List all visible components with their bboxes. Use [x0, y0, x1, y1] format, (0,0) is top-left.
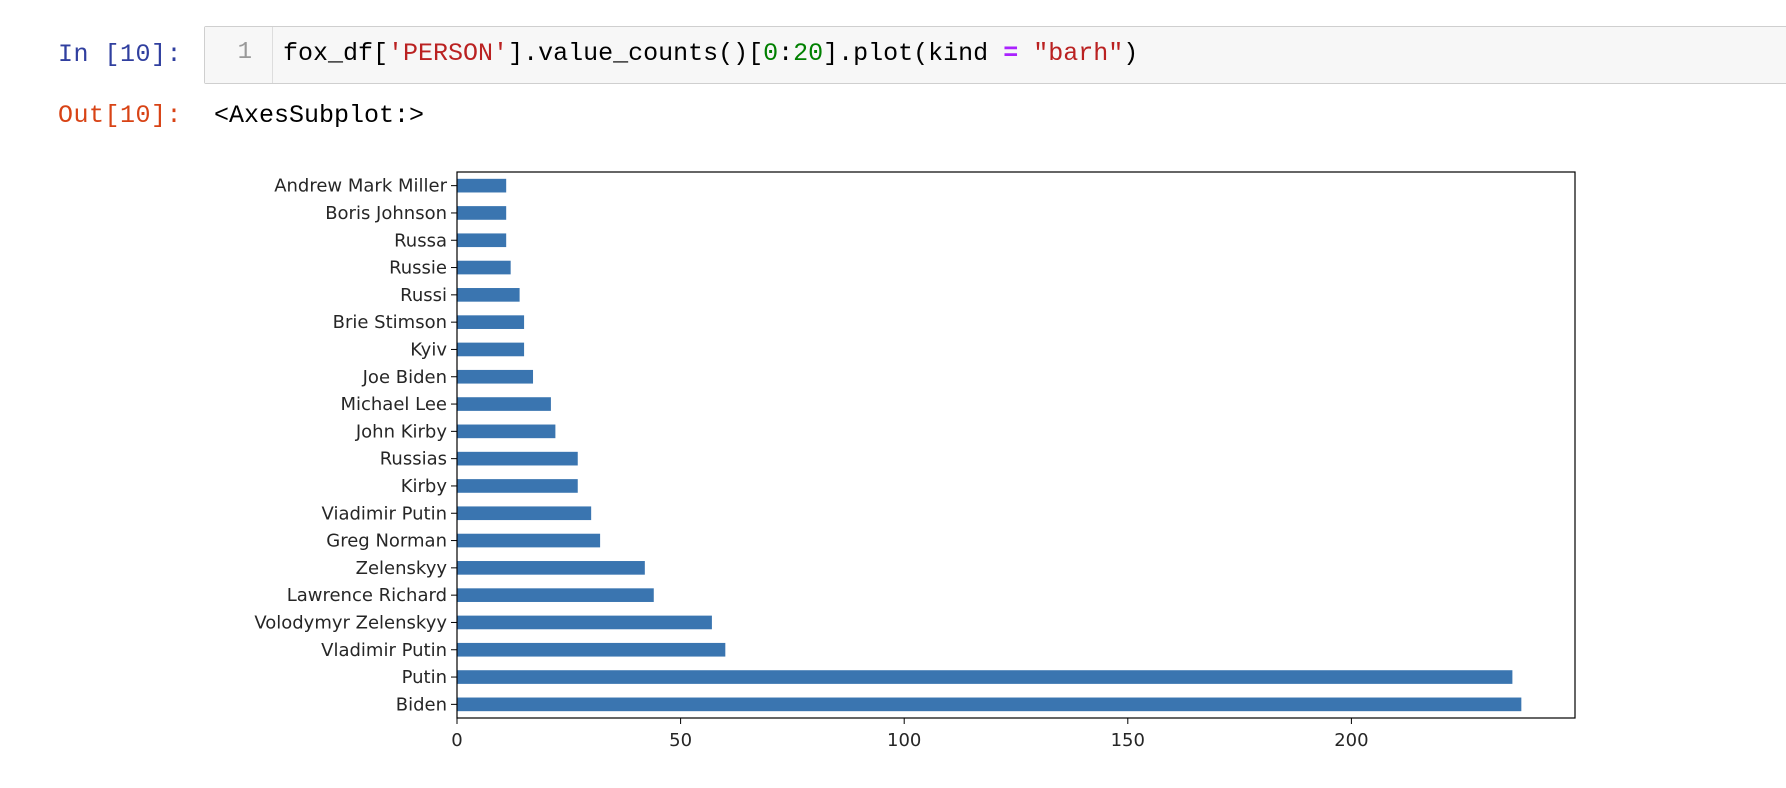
bar [457, 670, 1513, 684]
y-tick-label: Viadimir Putin [322, 503, 447, 524]
bar [457, 697, 1522, 712]
x-tick-label: 100 [887, 730, 921, 751]
y-tick-label: Brie Stimson [333, 312, 447, 333]
bar [457, 533, 601, 548]
bar [457, 369, 534, 384]
bar [457, 424, 556, 439]
y-tick-label: Volodymyr Zelenskyy [254, 612, 447, 633]
y-tick-label: Andrew Mark Miller [274, 176, 447, 197]
y-tick-label: Kirby [401, 476, 448, 497]
y-tick-label: John Kirby [355, 421, 447, 442]
code-number: 20 [793, 39, 824, 68]
bar [457, 233, 507, 248]
y-tick-label: Michael Lee [340, 394, 447, 415]
bar [457, 451, 578, 466]
bar [457, 288, 520, 302]
y-tick-label: Boris Johnson [325, 203, 447, 224]
line-number: 1 [237, 39, 252, 66]
bar [457, 260, 511, 275]
y-tick-label: Greg Norman [326, 531, 447, 552]
code-input-area[interactable]: 1 fox_df['PERSON'].value_counts()[0:20].… [204, 26, 1786, 84]
code-token [1018, 39, 1033, 68]
axes-frame [456, 171, 1576, 719]
code-token: ].plot(kind [823, 39, 1004, 68]
plot-area [457, 172, 1575, 718]
y-tick-label: Russie [389, 258, 447, 279]
line-number-gutter: 1 [205, 27, 273, 83]
code-string: 'PERSON' [388, 39, 509, 68]
output-text: <AxesSubplot:> [214, 101, 425, 130]
bar [457, 615, 712, 630]
code-token: : [778, 39, 794, 68]
y-tick-label: Lawrence Richard [287, 585, 447, 606]
code-token: ) [1123, 39, 1139, 68]
bar [457, 479, 578, 493]
y-tick-label: Zelenskyy [356, 558, 448, 579]
code-operator: = [1003, 39, 1019, 68]
code-token: fox_df[ [283, 39, 389, 68]
bar [457, 561, 645, 575]
x-tick-label: 0 [451, 730, 462, 751]
x-tick-label: 200 [1334, 730, 1368, 751]
bar [457, 342, 525, 357]
input-prompt: In [10]: [58, 40, 183, 69]
code-number: 0 [763, 39, 779, 68]
y-tick-label: Joe Biden [362, 367, 447, 388]
bar-chart: Andrew Mark Miller Boris Johnson Russa Russ… [254, 171, 1576, 751]
y-tick-label: Putin [402, 667, 447, 688]
y-tick-label: Biden [396, 694, 447, 715]
bar [457, 397, 551, 411]
bar [457, 588, 654, 602]
bar [457, 315, 525, 329]
x-tick-label: 50 [669, 730, 692, 751]
code-token: ].value_counts()[ [508, 39, 764, 68]
y-tick-label: Vladimir Putin [321, 640, 447, 661]
x-tick-label: 150 [1111, 730, 1145, 751]
bar [457, 178, 507, 193]
y-tick-label: Russias [380, 449, 447, 470]
output-prompt: Out[10]: [58, 101, 183, 130]
y-tick-label: Kyiv [410, 339, 447, 360]
code-string: "barh" [1033, 39, 1124, 68]
y-tick-label: Russi [400, 285, 447, 306]
bar [457, 506, 592, 521]
bar [457, 642, 726, 657]
y-tick-label: Russa [394, 230, 447, 251]
bar [457, 206, 507, 220]
code-line[interactable]: fox_df['PERSON'].value_counts()[0:20].pl… [283, 39, 1138, 68]
